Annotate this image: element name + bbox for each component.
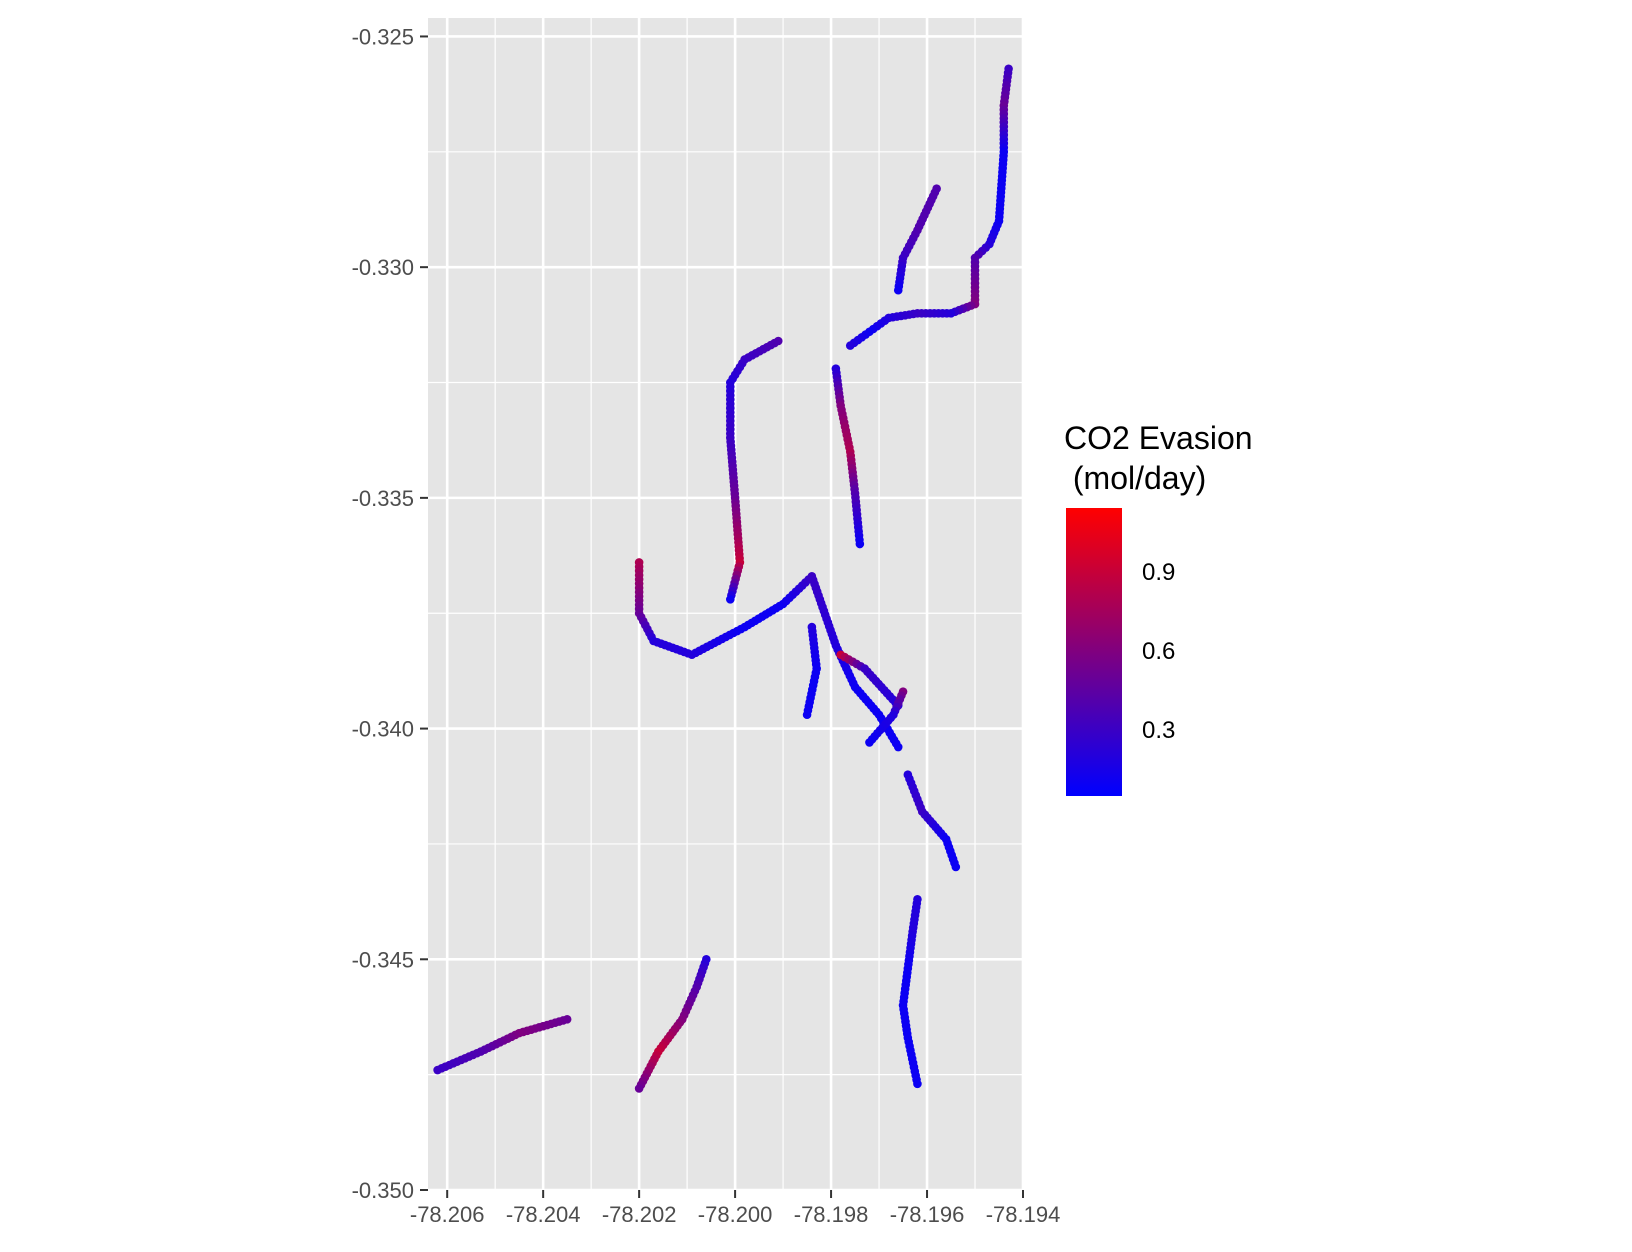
data-point — [893, 742, 903, 752]
y-tick-label: -0.325 — [352, 24, 414, 49]
x-tick-label: -78.196 — [890, 1202, 965, 1227]
x-tick-label: -78.202 — [602, 1202, 677, 1227]
data-point — [951, 862, 961, 872]
x-tick-label: -78.200 — [698, 1202, 773, 1227]
y-tick-label: -0.350 — [352, 1178, 414, 1203]
y-tick-label: -0.335 — [352, 486, 414, 511]
x-tick-label: -78.204 — [506, 1202, 581, 1227]
y-tick-label: -0.345 — [352, 947, 414, 972]
data-point — [634, 1084, 644, 1093]
data-point — [725, 595, 735, 604]
data-points — [433, 64, 1013, 1093]
data-point — [893, 285, 903, 295]
x-tick-label: -78.198 — [794, 1202, 869, 1227]
legend-tick-mark — [1122, 729, 1130, 732]
legend-tick-label: 0.3 — [1142, 716, 1176, 744]
data-point — [802, 710, 812, 720]
data-point — [855, 539, 865, 549]
data-point — [913, 1079, 922, 1089]
legend-tick-mark — [1122, 651, 1130, 653]
y-tick-label: -0.340 — [352, 717, 414, 742]
legend-tick-label: 0.6 — [1142, 638, 1176, 665]
y-axis: -0.325 -0.330 -0.335 -0.340 -0.345 -0.350 — [352, 24, 428, 1203]
legend-title: CO2 Evasion (mol/day) — [1064, 420, 1253, 496]
legend-color-bar — [1066, 508, 1122, 796]
x-tick-label: -78.194 — [986, 1202, 1061, 1227]
minor-grid — [428, 18, 1023, 1190]
x-tick-label: -78.206 — [410, 1202, 485, 1227]
x-axis: -78.206 -78.204 -78.202 -78.200 -78.198 -78.1… — [410, 1190, 1060, 1227]
data-point — [865, 738, 874, 747]
legend-tick-label: 0.9 — [1142, 559, 1176, 587]
legend-tick-mark — [1122, 572, 1130, 575]
y-tick-label: -0.330 — [352, 255, 414, 280]
data-point — [845, 341, 855, 350]
data-point — [433, 1065, 442, 1075]
